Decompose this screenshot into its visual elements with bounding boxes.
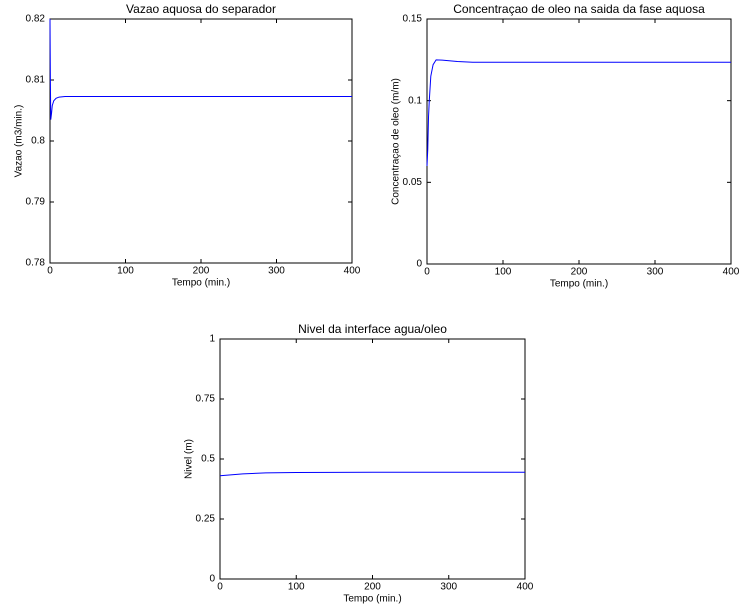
y-tick-label: 1 (209, 334, 215, 345)
x-tick-label: 400 (723, 267, 740, 278)
y-axis-label: Concentraçao de oleo (m/m) (391, 78, 402, 205)
x-tick-label: 200 (571, 267, 588, 278)
y-tick-label: 0.25 (196, 514, 216, 525)
x-tick-label: 300 (647, 267, 664, 278)
y-tick-label: 0.81 (26, 75, 46, 86)
x-tick-label: 400 (344, 266, 361, 277)
y-tick-label: 0.75 (196, 394, 216, 405)
x-tick-label: 400 (517, 582, 534, 593)
x-tick-label: 0 (217, 582, 223, 593)
y-axis-label: Nivel (m) (184, 439, 195, 479)
x-tick-label: 0 (47, 266, 53, 277)
data-line (219, 471, 525, 477)
y-tick-label: 0.79 (26, 197, 46, 208)
y-tick-label: 0.78 (26, 258, 46, 269)
y-tick-label: 0 (209, 574, 215, 585)
x-axis-label: Tempo (min.) (550, 279, 608, 290)
y-tick-label: 0.8 (31, 136, 45, 147)
y-tick-label: 0.05 (403, 177, 423, 188)
x-tick-label: 100 (117, 266, 134, 277)
chart-title: Concentraçao de oleo na saida da fase aq… (453, 2, 705, 16)
x-tick-label: 100 (495, 267, 512, 278)
chart-title: Nivel da interface agua/oleo (298, 322, 447, 336)
x-tick-label: 0 (424, 267, 430, 278)
y-tick-label: 0.82 (26, 14, 46, 25)
chart-title: Vazao aquosa do separador (126, 2, 276, 16)
x-tick-label: 300 (268, 266, 285, 277)
x-tick-label: 200 (193, 266, 210, 277)
y-tick-label: 0.15 (403, 14, 423, 25)
x-tick-label: 100 (288, 582, 305, 593)
y-tick-label: 0.5 (201, 454, 215, 465)
y-axis-label: Vazao (m3/min.) (14, 105, 25, 178)
y-tick-label: 0.1 (408, 95, 422, 106)
plot-area (219, 338, 526, 580)
y-tick-label: 0 (416, 259, 422, 270)
plot-area (426, 18, 732, 265)
x-tick-label: 300 (440, 582, 457, 593)
data-line (49, 18, 352, 120)
x-axis-label: Tempo (min.) (343, 594, 401, 605)
plot-area (49, 18, 353, 264)
x-tick-label: 200 (364, 582, 381, 593)
data-line (426, 59, 731, 167)
x-axis-label: Tempo (min.) (172, 278, 230, 289)
